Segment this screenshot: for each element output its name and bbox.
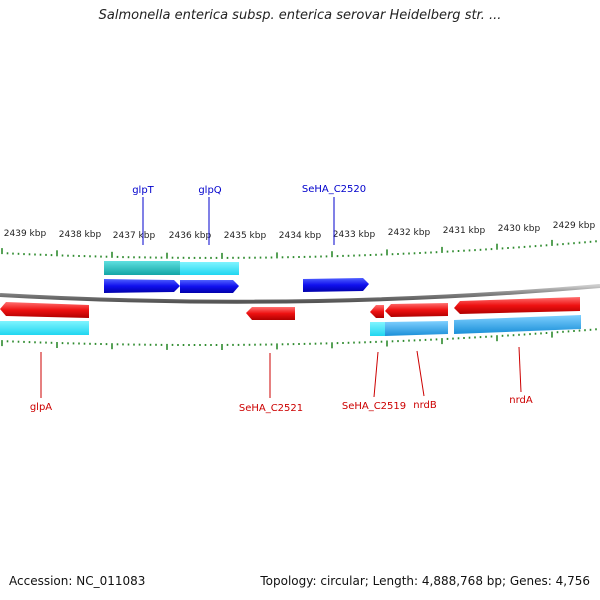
- cds-nrdA[interactable]: [454, 315, 581, 334]
- cds-nrdB[interactable]: [385, 321, 448, 336]
- axis-label: 2434 kbp: [279, 231, 322, 241]
- gene-SeHA_C2521-arrow[interactable]: [246, 307, 295, 320]
- axis-label: 2435 kbp: [224, 231, 267, 241]
- axis-label: 2436 kbp: [169, 231, 212, 241]
- axis-label: 2432 kbp: [388, 228, 431, 238]
- gene-label-glpT: glpT: [132, 185, 154, 196]
- gene-glpT-arrow[interactable]: [104, 279, 180, 293]
- axis-label: 2429 kbp: [553, 221, 596, 231]
- axis-label: 2439 kbp: [4, 229, 47, 239]
- gene-nrdB-arrow[interactable]: [385, 303, 448, 317]
- gene-label-SeHA_C2519: SeHA_C2519: [342, 401, 406, 412]
- gene-glpQ-arrow[interactable]: [180, 280, 239, 293]
- leader-SeHA_C2519: [373, 351, 379, 398]
- map-title: Salmonella enterica subsp. enterica sero…: [98, 8, 502, 23]
- cds-glpT[interactable]: [104, 261, 180, 275]
- axis-labels: 2439 kbp 2438 kbp 2437 kbp 2436 kbp 2435…: [4, 221, 596, 241]
- gene-label-nrdB: nrdB: [413, 400, 437, 411]
- upper-tick-marks: [1, 239, 597, 259]
- axis-label: 2437 kbp: [113, 231, 156, 241]
- axis-label: 2433 kbp: [333, 230, 376, 240]
- axis-label: 2438 kbp: [59, 230, 102, 240]
- gene-glpA-arrow[interactable]: [0, 302, 89, 318]
- cds-SeHA_C2519[interactable]: [370, 322, 385, 336]
- cds-glpA[interactable]: [0, 321, 89, 335]
- leader-nrdA: [518, 346, 522, 393]
- gene-SeHA_C2520-arrow[interactable]: [303, 278, 369, 292]
- axis-label: 2431 kbp: [443, 226, 486, 236]
- gene-label-nrdA: nrdA: [509, 395, 533, 406]
- gene-nrdA-arrow[interactable]: [454, 297, 580, 314]
- gene-label-SeHA_C2521: SeHA_C2521: [239, 403, 303, 414]
- gene-label-glpQ: glpQ: [198, 185, 221, 196]
- leader-nrdB: [416, 350, 425, 397]
- genome-backbone: [0, 284, 600, 304]
- genome-summary-text: Topology: circular; Length: 4,888,768 bp…: [260, 574, 590, 588]
- gene-label-SeHA_C2520: SeHA_C2520: [302, 184, 366, 195]
- accession-text: Accession: NC_011083: [9, 574, 146, 588]
- cds-glpQ[interactable]: [180, 262, 239, 275]
- lower-tick-marks: [1, 328, 597, 350]
- axis-label: 2430 kbp: [498, 224, 541, 234]
- gene-SeHA_C2519-arrow[interactable]: [370, 305, 384, 318]
- gene-label-glpA: glpA: [30, 402, 52, 413]
